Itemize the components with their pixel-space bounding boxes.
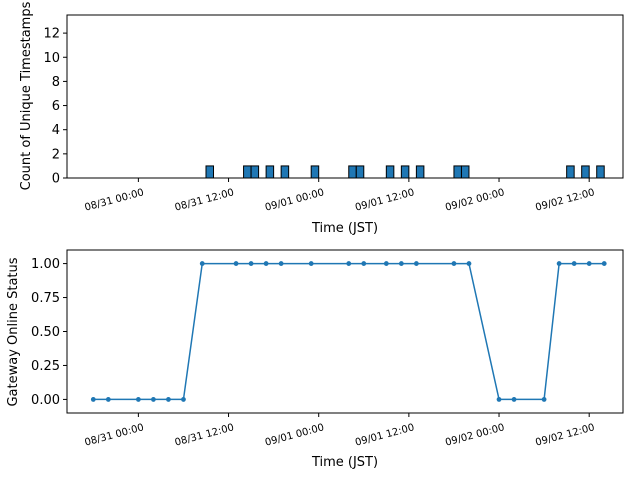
- status-point: [451, 261, 457, 266]
- status-plot-frame: [66, 249, 624, 414]
- status-point: [511, 397, 517, 402]
- status-point: [151, 397, 156, 402]
- status-y-axis-label: Gateway Online Status: [6, 257, 21, 406]
- status-point: [308, 261, 314, 266]
- histogram-plot-frame: [66, 14, 624, 179]
- status-x-tick-label: 09/01 00:00: [264, 422, 326, 448]
- status-y-tick-label: 1.00: [31, 257, 60, 272]
- status-point: [135, 397, 141, 402]
- histogram-x-tick-label: 08/31 12:00: [174, 187, 236, 213]
- histogram-bar: [205, 165, 215, 179]
- histogram-x-tick-label: 08/31 00:00: [84, 187, 146, 213]
- status-y-tick-label: 0.50: [31, 325, 60, 340]
- status-point: [90, 397, 96, 402]
- status-y-ticks: 0.00 0.25 0.50 0.75 1.00: [31, 257, 67, 408]
- status-point: [601, 261, 607, 266]
- histogram-y-axis-label: Count of Unique Timestamps: [19, 1, 34, 190]
- status-x-axis-label: Time (JST): [311, 455, 378, 470]
- histogram-y-ticks: 0 2 4 6 8 10 12: [43, 27, 67, 187]
- histogram-x-axis-label: Time (JST): [311, 221, 378, 236]
- status-x-tick-label: 08/31 00:00: [84, 422, 146, 448]
- histogram-y-tick-label: 6: [52, 99, 60, 114]
- status-point: [181, 397, 186, 402]
- status-point: [466, 261, 472, 266]
- status-x-tick-label: 08/31 12:00: [174, 422, 236, 448]
- histogram-bar: [243, 165, 252, 179]
- status-point: [263, 261, 269, 266]
- histogram-x-tick-label: 09/01 12:00: [354, 187, 416, 213]
- histogram-bar: [581, 165, 590, 179]
- status-point: [541, 397, 547, 402]
- histogram-bar: [453, 165, 462, 179]
- histogram-bar: [250, 165, 260, 179]
- status-y-tick-label: 0.75: [31, 291, 60, 306]
- histogram-bars: [89, 165, 612, 179]
- status-point: [398, 261, 404, 266]
- status-point: [556, 261, 562, 266]
- histogram-y-tick-label: 0: [52, 172, 60, 187]
- status-y-tick-label: 0.00: [31, 393, 60, 408]
- status-point: [248, 261, 254, 266]
- histogram-bar: [596, 165, 605, 179]
- histogram-bar: [415, 165, 425, 179]
- status-point: [571, 261, 577, 266]
- status-y-tick-label: 0.25: [31, 359, 60, 374]
- histogram-bar: [348, 165, 357, 179]
- status-series: [90, 261, 607, 402]
- histogram-x-tick-label: 09/02 00:00: [444, 187, 506, 213]
- status-point: [496, 397, 502, 402]
- histogram-bar: [460, 165, 470, 179]
- histogram-y-tick-label: 8: [52, 75, 60, 90]
- histogram-y-tick-label: 4: [52, 123, 60, 138]
- histogram-x-tick-label: 09/01 00:00: [264, 187, 326, 213]
- status-point: [413, 261, 419, 266]
- status-point: [199, 261, 205, 266]
- histogram-bar: [265, 165, 275, 179]
- status-line: [93, 262, 605, 401]
- histogram-bar: [310, 165, 320, 179]
- histogram-bar: [280, 165, 290, 179]
- status-x-ticks: 08/31 00:00 08/31 12:00 09/01 00:00 09/01 1…: [84, 413, 596, 449]
- histogram-y-tick-label: 2: [52, 147, 60, 162]
- status-point: [278, 261, 284, 266]
- status-point: [383, 261, 389, 266]
- status-point: [361, 261, 367, 266]
- histogram-x-tick-label: 09/02 12:00: [534, 187, 596, 213]
- status-point: [166, 397, 171, 402]
- status-point: [586, 261, 592, 266]
- status-point: [346, 261, 352, 266]
- status-point: [233, 261, 239, 266]
- histogram-y-tick-label: 10: [43, 51, 60, 66]
- histogram-y-tick-label: 12: [43, 27, 60, 42]
- histogram-x-ticks: 08/31 00:00 08/31 12:00 09/01 00:00 09/01 1…: [84, 178, 596, 214]
- status-point: [105, 397, 111, 402]
- histogram-bar: [566, 165, 575, 179]
- status-x-tick-label: 09/01 12:00: [354, 422, 416, 448]
- histogram-chart: 0 2 4 6 8 10 12 08/31 00:00 08/31 12:00 09/01 00…: [19, 1, 624, 236]
- status-line-chart: 0.00 0.25 0.50 0.75 1.00 08/31 00:00 08/31 12…: [6, 249, 624, 470]
- histogram-bar: [385, 165, 395, 179]
- histogram-bar: [400, 165, 410, 179]
- status-x-tick-label: 09/02 12:00: [534, 422, 596, 448]
- histogram-bar: [355, 165, 365, 179]
- status-x-tick-label: 09/02 00:00: [444, 422, 506, 448]
